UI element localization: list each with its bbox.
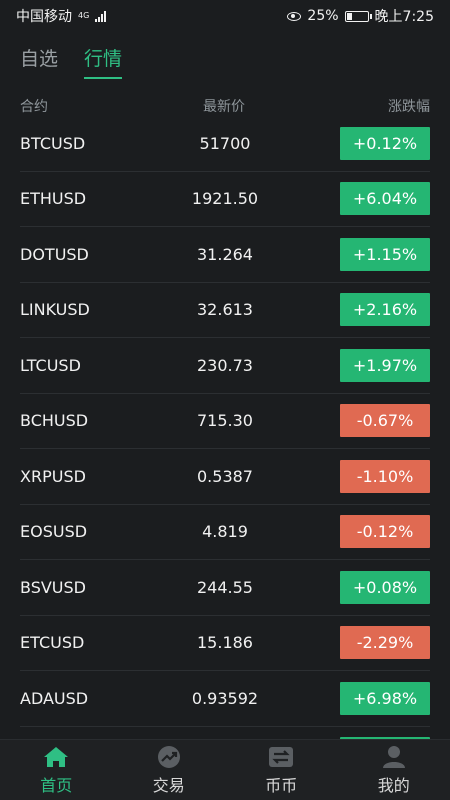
market-list[interactable]: BTCUSD 51700 +0.12% ETHUSD 1921.50 +6.04% DOTU… — [0, 116, 450, 740]
table-row[interactable]: BCHUSD 715.30 -0.67% — [20, 394, 430, 449]
trend-icon — [157, 745, 180, 768]
row-price: 0.5387 — [197, 466, 253, 486]
row-price: 244.55 — [197, 577, 253, 597]
signal-icon — [95, 10, 107, 22]
table-header: 合约 最新价 涨跌幅 — [20, 96, 430, 116]
nav-mine-label: 我的 — [377, 775, 410, 795]
row-symbol: ETHUSD — [20, 189, 87, 209]
table-row[interactable]: DOTUSD 31.264 +1.15% — [20, 227, 430, 283]
home-icon — [44, 746, 69, 767]
table-row[interactable]: LTCUSD 230.73 +1.97% — [20, 338, 430, 394]
row-price: 31.264 — [197, 244, 253, 264]
row-price: 4.819 — [202, 522, 248, 542]
row-price: 0.93592 — [191, 688, 259, 708]
nav-spot[interactable]: 币币 — [241, 745, 321, 796]
row-symbol: LINKUSD — [20, 300, 90, 320]
table-row[interactable]: ETCUSD 15.186 -2.29% — [20, 616, 430, 671]
row-price: 230.73 — [197, 355, 253, 375]
row-symbol: DOTUSD — [20, 244, 89, 264]
row-change-badge[interactable]: +1.18% — [340, 737, 430, 740]
table-row[interactable]: ADAUSD 0.93592 +6.98% — [20, 671, 430, 727]
row-change-badge[interactable]: +0.08% — [340, 570, 430, 604]
row-symbol: ETCUSD — [20, 633, 85, 653]
header-last-price: 最新价 — [203, 99, 245, 115]
table-row[interactable]: BSVUSD 244.55 +0.08% — [20, 560, 430, 616]
row-price: 1921.50 — [191, 189, 259, 209]
table-row[interactable]: BTCUSD 51700 +0.12% — [20, 116, 430, 172]
nav-mine[interactable]: 我的 — [354, 745, 434, 796]
eye-comfort-icon — [287, 11, 302, 21]
row-change-badge[interactable]: +1.15% — [340, 237, 430, 271]
bottom-nav: 首页 交易 币币 我的 — [0, 739, 450, 800]
row-symbol: BCHUSD — [20, 411, 89, 431]
market-tabs: 自选 行情 — [20, 44, 123, 79]
table-row[interactable]: EOSUSD 4.819 -0.12% — [20, 505, 430, 560]
row-change-badge[interactable]: +2.16% — [340, 293, 430, 327]
carrier-name: 中国移动 — [16, 9, 72, 25]
table-row[interactable]: LINKUSD 32.613 +2.16% — [20, 283, 430, 338]
tab-market[interactable]: 行情 — [84, 44, 123, 79]
battery-percent: 25% — [307, 8, 339, 24]
status-bar: 中国移动 4G 25% 晚上7:25 — [0, 0, 450, 32]
nav-trade-label: 交易 — [152, 775, 185, 795]
table-row[interactable]: ETHUSD 1921.50 +6.04% — [20, 172, 430, 227]
person-icon — [382, 745, 405, 768]
nav-spot-label: 币币 — [265, 775, 298, 795]
network-type: 4G — [78, 11, 90, 20]
clock: 晚上7:25 — [374, 9, 434, 25]
header-change[interactable]: 涨跌幅 — [388, 99, 430, 115]
row-symbol: LTCUSD — [20, 355, 81, 375]
status-left: 中国移动 4G — [16, 6, 107, 26]
row-change-badge[interactable]: -2.29% — [340, 626, 430, 660]
row-price: 32.613 — [197, 300, 253, 320]
row-price: 51700 — [199, 133, 251, 153]
header-contract: 合约 — [20, 99, 48, 115]
row-symbol: XRPUSD — [20, 466, 86, 486]
table-row[interactable]: XRPUSD 0.5387 -1.10% — [20, 449, 430, 505]
table-row[interactable]: TRXUSD0.05342+1.18% — [20, 727, 430, 740]
row-symbol: BSVUSD — [20, 577, 86, 597]
nav-home[interactable]: 首页 — [16, 745, 96, 796]
row-change-badge[interactable]: +1.97% — [340, 348, 430, 382]
row-symbol: ADAUSD — [20, 688, 89, 708]
row-price: 715.30 — [197, 411, 253, 431]
row-change-badge[interactable]: -0.12% — [340, 515, 430, 549]
row-symbol: BTCUSD — [20, 133, 86, 153]
nav-trade[interactable]: 交易 — [129, 745, 209, 796]
status-right: 25% 晚上7:25 — [287, 6, 434, 26]
row-change-badge[interactable]: -1.10% — [340, 459, 430, 493]
row-change-badge[interactable]: +0.12% — [340, 126, 430, 160]
exchange-icon — [269, 746, 294, 767]
row-change-badge[interactable]: +6.98% — [340, 681, 430, 715]
battery-icon — [344, 10, 372, 22]
row-symbol: EOSUSD — [20, 522, 88, 542]
tab-watchlist[interactable]: 自选 — [20, 48, 59, 70]
row-change-badge[interactable]: -0.67% — [340, 404, 430, 438]
row-price: 15.186 — [197, 633, 253, 653]
row-change-badge[interactable]: +6.04% — [340, 182, 430, 216]
nav-home-label: 首页 — [40, 775, 73, 795]
